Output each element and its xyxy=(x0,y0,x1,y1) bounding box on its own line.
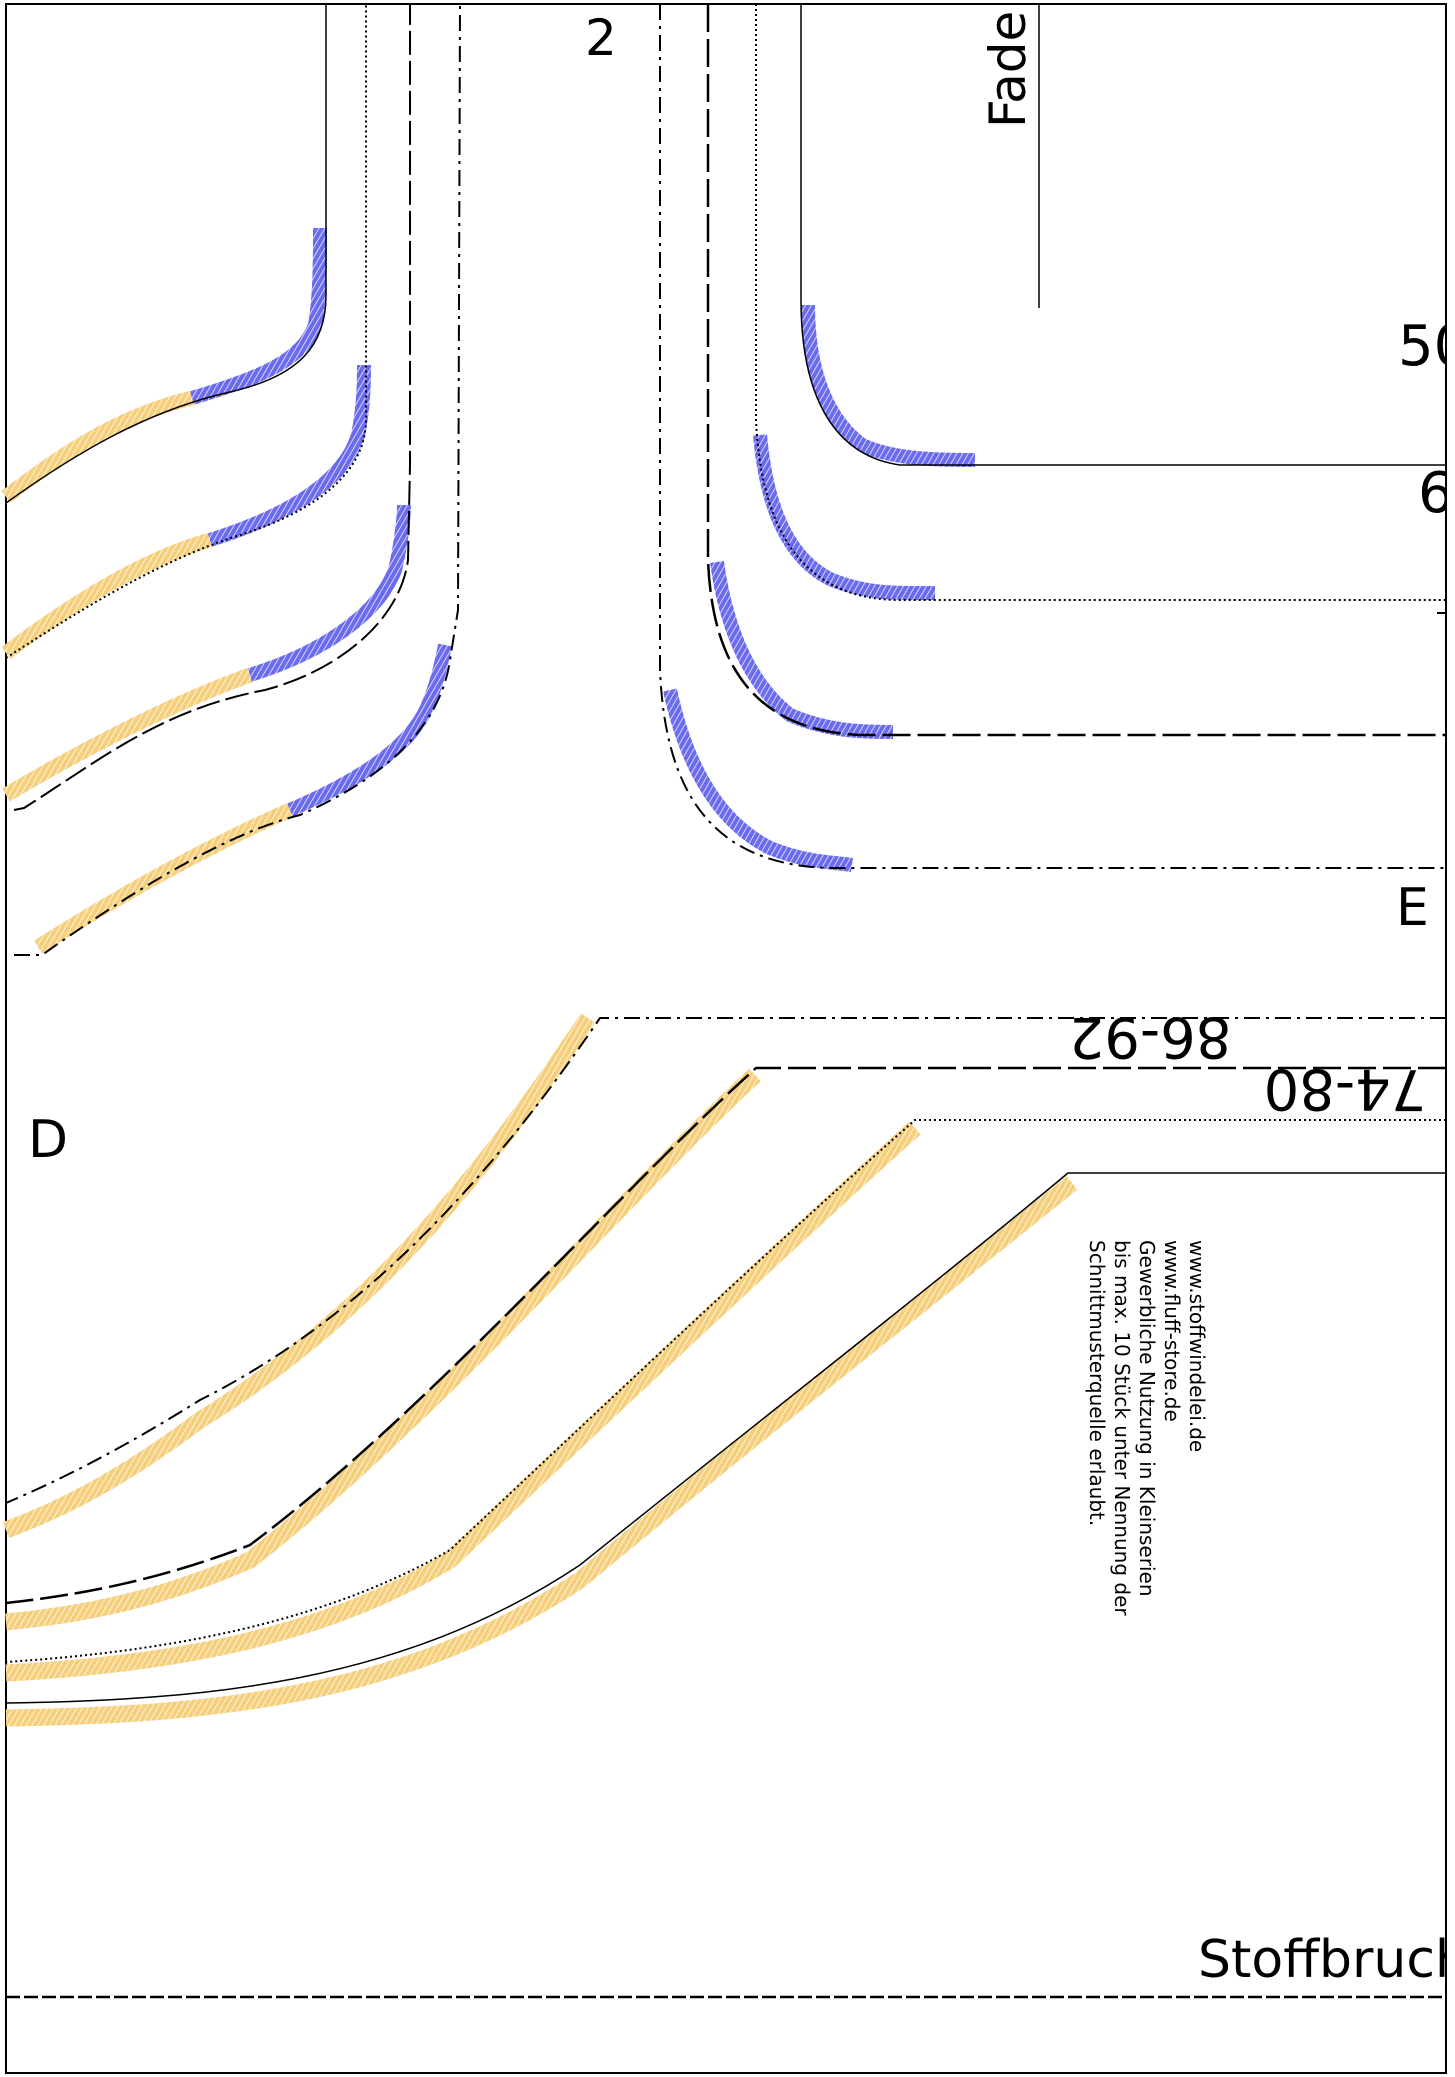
fold-label: Stoffbruch xyxy=(1198,1930,1455,1990)
copyright-line-4: bis max. 10 Stück unter Nennung der xyxy=(1110,1240,1134,1616)
cut-line-dashdot-bottom xyxy=(5,1017,1446,1504)
elastic-marker-bottom4 xyxy=(5,1176,1078,1727)
right-margin xyxy=(1447,0,1455,2077)
binding-marker-right2 xyxy=(753,434,936,601)
copyright-line-1: www.stoffwindelei.de xyxy=(1185,1240,1209,1452)
cut-line-dotted-bottom xyxy=(5,1119,1446,1663)
elastic-marker-bottom3 xyxy=(5,1121,921,1682)
binding-marker-size1 xyxy=(190,227,327,405)
cut-line-dashed-right xyxy=(706,4,1446,737)
elastic-marker-size1 xyxy=(1,390,194,503)
elastic-marker-bottom1 xyxy=(3,1013,596,1538)
size-label-86-92: 86-92 xyxy=(1069,1004,1232,1069)
copyright-note: www.stoffwindelei.de www.fluff-store.de … xyxy=(1085,1240,1209,1616)
binding-marker-right1 xyxy=(801,304,976,467)
right-leg-curves xyxy=(659,4,1446,872)
binding-marker-right3 xyxy=(710,561,894,739)
size-label-74-80: 74-80 xyxy=(1264,1056,1427,1121)
piece-letter-d: D xyxy=(28,1110,68,1170)
cut-line-solid-left xyxy=(5,4,327,504)
piece-letter-e: E xyxy=(1396,878,1429,938)
elastic-marker-bottom2 xyxy=(5,1068,761,1631)
cut-line-dashed-bottom xyxy=(5,1066,1446,1605)
cut-line-solid-bottom xyxy=(5,1172,1446,1704)
cut-line-solid-right xyxy=(800,4,1446,466)
cut-line-dashed-left xyxy=(13,4,411,811)
elastic-marker-size2 xyxy=(1,532,213,660)
binding-marker-size4 xyxy=(287,643,452,817)
binding-marker-size3 xyxy=(247,504,411,682)
left-leg-curves xyxy=(1,3,461,956)
grain-line-label: Fade xyxy=(979,11,1037,128)
cut-line-dashdot-left xyxy=(14,3,461,956)
elastic-marker-size4 xyxy=(33,803,294,954)
copyright-line-2: www.fluff-store.de xyxy=(1160,1240,1184,1422)
copyright-line-3: Gewerbliche Nutzung in Kleinserien xyxy=(1135,1240,1159,1597)
cut-line-dashdot-right xyxy=(659,4,1446,869)
front-curves xyxy=(3,1013,1446,1999)
binding-marker-right4 xyxy=(663,688,853,872)
copyright-line-5: Schnittmusterquelle erlaubt. xyxy=(1085,1240,1109,1526)
binding-marker-size2 xyxy=(207,364,371,547)
cut-line-dotted-right xyxy=(755,4,1446,601)
elastic-marker-size3 xyxy=(2,667,253,802)
cut-line-dotted-left xyxy=(5,4,367,659)
piece-number: 2 xyxy=(585,9,617,67)
